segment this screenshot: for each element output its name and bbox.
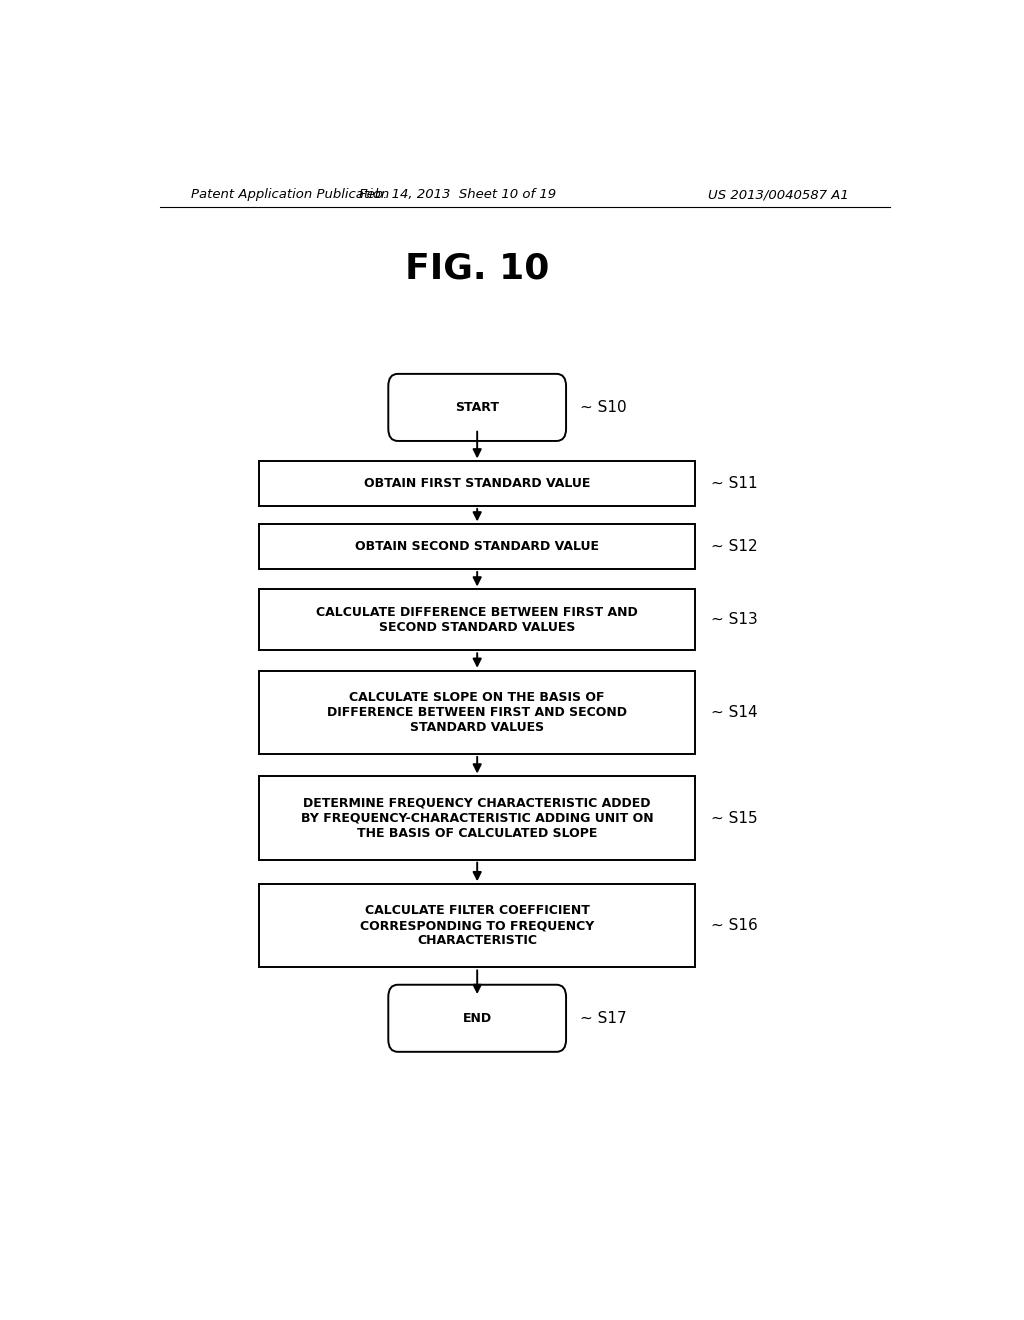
Bar (259, 589, 695, 651)
Text: ∼ S12: ∼ S12 (712, 539, 758, 554)
FancyBboxPatch shape (388, 374, 566, 441)
Text: FIG. 10: FIG. 10 (406, 251, 549, 285)
Text: CALCULATE FILTER COEFFICIENT
CORRESPONDING TO FREQUENCY
CHARACTERISTIC: CALCULATE FILTER COEFFICIENT CORRESPONDI… (360, 904, 594, 948)
FancyBboxPatch shape (388, 985, 566, 1052)
Bar (259, 461, 695, 506)
Text: US 2013/0040587 A1: US 2013/0040587 A1 (709, 189, 849, 202)
Text: ∼ S13: ∼ S13 (712, 612, 758, 627)
Text: Patent Application Publication: Patent Application Publication (191, 189, 390, 202)
Bar (259, 671, 695, 754)
Text: CALCULATE DIFFERENCE BETWEEN FIRST AND
SECOND STANDARD VALUES: CALCULATE DIFFERENCE BETWEEN FIRST AND S… (316, 606, 638, 634)
Text: ∼ S14: ∼ S14 (712, 705, 758, 719)
Text: ∼ S10: ∼ S10 (581, 400, 627, 414)
Text: OBTAIN SECOND STANDARD VALUE: OBTAIN SECOND STANDARD VALUE (355, 540, 599, 553)
Text: Feb. 14, 2013  Sheet 10 of 19: Feb. 14, 2013 Sheet 10 of 19 (358, 189, 556, 202)
Text: ∼ S15: ∼ S15 (712, 810, 758, 825)
Text: START: START (456, 401, 499, 414)
Text: ∼ S17: ∼ S17 (581, 1011, 627, 1026)
Text: ∼ S11: ∼ S11 (712, 477, 758, 491)
Text: OBTAIN FIRST STANDARD VALUE: OBTAIN FIRST STANDARD VALUE (364, 477, 591, 490)
Text: DETERMINE FREQUENCY CHARACTERISTIC ADDED
BY FREQUENCY-CHARACTERISTIC ADDING UNIT: DETERMINE FREQUENCY CHARACTERISTIC ADDED… (301, 796, 653, 840)
Bar (259, 884, 695, 968)
Text: END: END (463, 1011, 492, 1024)
Text: CALCULATE SLOPE ON THE BASIS OF
DIFFERENCE BETWEEN FIRST AND SECOND
STANDARD VAL: CALCULATE SLOPE ON THE BASIS OF DIFFEREN… (328, 690, 627, 734)
Bar (259, 776, 695, 859)
Bar (259, 524, 695, 569)
Text: ∼ S16: ∼ S16 (712, 919, 758, 933)
